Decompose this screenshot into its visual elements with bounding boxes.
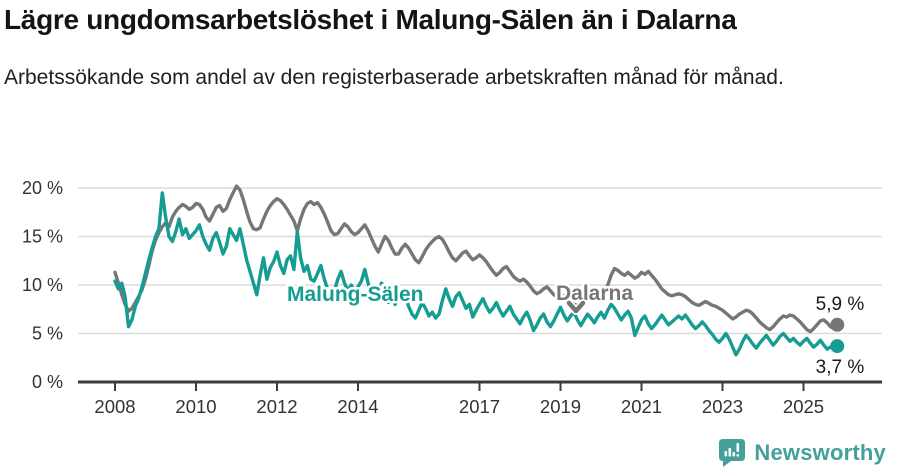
dalarna-line [113, 184, 839, 334]
x-axis-label: 2019 [540, 396, 581, 417]
newsworthy-bubble-chart-icon [719, 439, 746, 467]
chart-subtitle: Arbetssökande som andel av den registerb… [4, 66, 784, 89]
dalarna-pointer-chevron-icon [566, 300, 586, 314]
y-axis-label: 20 % [22, 178, 63, 198]
x-axis-label: 2014 [337, 396, 378, 417]
y-axis-label: 15 % [22, 227, 63, 247]
dalarna-series-label: Dalarna [556, 282, 633, 305]
malung-salen-end-value: 3,7 % [816, 357, 865, 378]
x-axis-label: 2021 [621, 396, 662, 417]
newsworthy-logo: Newsworthy [718, 438, 886, 468]
exclamation-dot [736, 454, 740, 457]
mini-bar-chart-glyph [724, 443, 740, 457]
dalarna-end-value: 5,9 % [816, 294, 865, 315]
brand-name: Newsworthy [754, 440, 886, 465]
y-axis-label: 5 % [32, 324, 63, 344]
chart-title: Lägre ungdomsarbetslöshet i Malung-Sälen… [4, 4, 737, 35]
dalarna-end-dot [830, 317, 845, 332]
x-axis-label: 2025 [783, 396, 824, 417]
x-axis-label: 2012 [256, 396, 297, 417]
exclamation-bar [736, 443, 740, 452]
y-axis-label: 10 % [22, 275, 63, 295]
x-axis-label: 2017 [459, 396, 500, 417]
x-axis-label: 2010 [175, 396, 216, 417]
speech-bubble-shape [719, 439, 746, 467]
malung-salen-series-label: Malung-Sälen [287, 283, 424, 306]
malung-salen-end-dot [830, 339, 845, 354]
y-axis-label: 0 % [32, 372, 63, 392]
malung-salen-line [113, 191, 839, 357]
x-axis-label: 2023 [702, 396, 743, 417]
x-axis-label: 2008 [94, 396, 135, 417]
